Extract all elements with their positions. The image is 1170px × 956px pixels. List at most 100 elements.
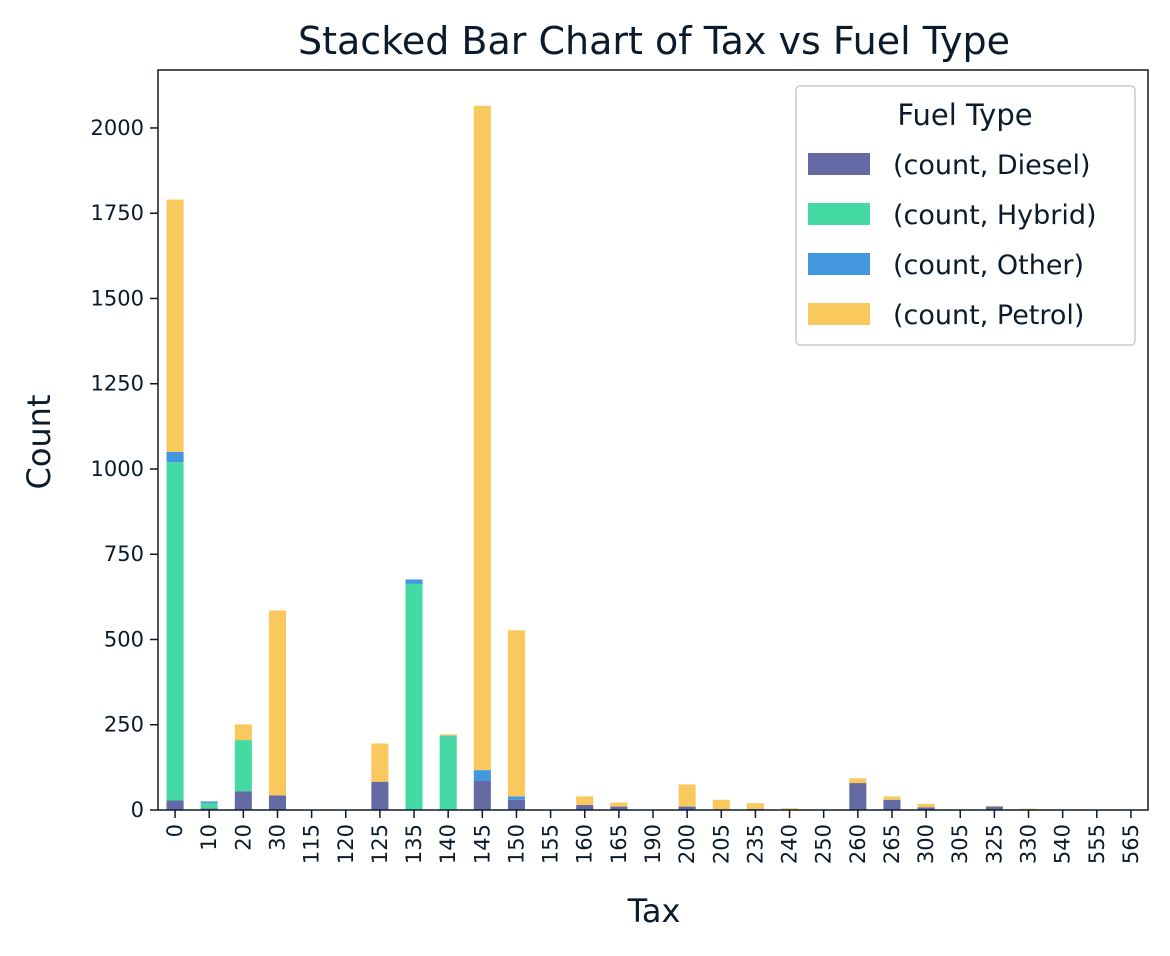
bar-segment-0-count-diesel (166, 800, 184, 810)
y-axis: 0 250 500 750 1000 1250 1500 1750 2000 (91, 116, 158, 822)
bar-segment-145-count-other (473, 770, 491, 782)
bar-segment-200-count-petrol (678, 784, 696, 807)
legend-swatch (808, 153, 870, 175)
x-tick-label: 565 (1119, 824, 1143, 864)
bar-segment-20-count-petrol (234, 724, 252, 741)
x-tick-label: 125 (368, 824, 392, 864)
bar-segment-135-count-hybrid (405, 583, 423, 810)
x-tick-label: 325 (982, 824, 1006, 864)
x-tick-label: 0 (163, 824, 187, 837)
x-tick-label: 250 (812, 824, 836, 864)
y-tick-label: 250 (104, 713, 144, 737)
x-tick-label: 205 (709, 824, 733, 864)
bar-segment-160-count-petrol (576, 796, 594, 805)
x-tick-label: 300 (914, 824, 938, 864)
bar-segment-325-count-diesel (985, 806, 1003, 810)
x-tick-label: 160 (573, 824, 597, 864)
y-tick-label: 1250 (91, 372, 144, 396)
bar-segment-260-count-diesel (849, 783, 867, 810)
x-tick-label: 165 (607, 824, 631, 864)
x-tick-label: 120 (334, 824, 358, 864)
x-tick-label: 155 (539, 824, 563, 864)
legend-label: (count, Other) (893, 250, 1084, 281)
x-tick-label: 260 (846, 824, 870, 864)
x-tick-label: 30 (265, 824, 289, 851)
x-tick-label: 115 (300, 824, 324, 864)
bars-layer (166, 105, 1038, 810)
bar-segment-0-count-other (166, 451, 184, 463)
y-tick-label: 2000 (91, 116, 144, 140)
bar-segment-30-count-diesel (268, 795, 287, 810)
legend-box (795, 85, 1136, 346)
legend-swatch (808, 253, 870, 275)
bar-segment-165-count-diesel (610, 806, 628, 810)
legend-swatch (808, 303, 870, 325)
bar-segment-300-count-petrol (917, 803, 935, 808)
x-tick-label: 330 (1017, 824, 1041, 864)
x-tick-label: 555 (1085, 824, 1109, 864)
x-tick-label: 135 (402, 824, 426, 864)
x-tick-label: 140 (436, 824, 460, 864)
bar-segment-150-count-other (507, 796, 525, 800)
legend-title: Fuel Type (897, 98, 1032, 132)
bar-segment-30-count-petrol (268, 610, 287, 796)
bar-segment-150-count-petrol (507, 630, 525, 797)
x-tick-label: 20 (231, 824, 255, 851)
x-tick-label: 240 (778, 824, 802, 864)
bar-segment-265-count-diesel (883, 799, 901, 810)
bar-segment-145-count-diesel (473, 781, 491, 810)
bar-segment-140-count-other (439, 735, 457, 737)
bar-segment-240-count-petrol (781, 808, 799, 810)
x-tick-label: 190 (641, 824, 665, 864)
bar-segment-160-count-diesel (576, 804, 594, 810)
y-tick-label: 750 (104, 542, 144, 566)
legend-label: (count, Diesel) (893, 150, 1091, 181)
bar-segment-135-count-other (405, 579, 423, 584)
bar-segment-10-count-hybrid (200, 803, 218, 809)
bar-segment-145-count-petrol (473, 105, 491, 771)
bar-segment-125-count-petrol (371, 743, 389, 782)
x-tick-label: 200 (675, 824, 699, 864)
x-tick-label: 150 (504, 824, 528, 864)
x-axis-label: Tax (627, 892, 681, 930)
bar-segment-260-count-petrol (849, 778, 867, 784)
y-tick-label: 1500 (91, 286, 144, 310)
legend: Fuel Type (count, Diesel) (count, Hybrid)… (795, 85, 1136, 346)
bar-segment-125-count-diesel (371, 781, 389, 810)
x-tick-label: 235 (743, 824, 767, 864)
bar-segment-20-count-hybrid (234, 740, 252, 792)
bar-segment-140-count-petrol (439, 734, 457, 736)
legend-label: (count, Hybrid) (893, 200, 1097, 231)
legend-items: (count, Diesel) (count, Hybrid) (count, Ot… (808, 150, 1097, 331)
y-tick-label: 1000 (91, 457, 144, 481)
x-tick-label: 145 (470, 824, 494, 864)
bar-segment-20-count-diesel (234, 791, 252, 810)
x-tick-label: 10 (197, 824, 221, 851)
x-axis: 0 10 20 30 115 120 125 135 140 145 150 155 160 165 190… (163, 810, 1143, 864)
y-tick-label: 0 (131, 798, 144, 822)
chart-title: Stacked Bar Chart of Tax vs Fuel Type (298, 19, 1010, 63)
bar-segment-200-count-diesel (678, 806, 696, 810)
y-axis-label: Count (20, 394, 58, 489)
bar-segment-140-count-hybrid (439, 736, 457, 810)
x-tick-label: 265 (880, 824, 904, 864)
bar-segment-0-count-hybrid (166, 462, 184, 801)
bar-segment-235-count-petrol (746, 803, 764, 809)
x-tick-label: 305 (948, 824, 972, 864)
bar-segment-150-count-diesel (507, 799, 525, 810)
y-tick-label: 1750 (91, 201, 144, 225)
legend-swatch (808, 203, 870, 225)
x-tick-label: 540 (1051, 824, 1075, 864)
bar-segment-0-count-petrol (166, 199, 184, 452)
bar-segment-10-count-diesel (200, 808, 218, 810)
legend-label: (count, Petrol) (893, 300, 1084, 331)
bar-segment-265-count-petrol (883, 796, 901, 800)
y-tick-label: 500 (104, 627, 144, 651)
bar-segment-205-count-petrol (712, 799, 730, 810)
bar-segment-165-count-petrol (610, 802, 628, 807)
bar-segment-10-count-other (200, 801, 218, 804)
bar-segment-325-count-petrol (985, 805, 1003, 807)
bar-segment-300-count-diesel (917, 807, 935, 810)
